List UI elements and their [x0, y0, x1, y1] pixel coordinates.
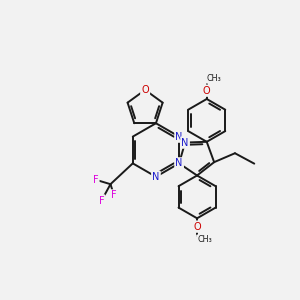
- Text: CH₃: CH₃: [207, 74, 221, 83]
- Text: O: O: [141, 85, 149, 95]
- Text: F: F: [99, 196, 104, 206]
- Text: O: O: [193, 222, 201, 232]
- Text: N: N: [176, 132, 183, 142]
- Text: CH₃: CH₃: [197, 236, 212, 244]
- Text: N: N: [152, 172, 160, 182]
- Text: F: F: [111, 190, 117, 200]
- Text: N: N: [176, 158, 183, 168]
- Text: O: O: [203, 86, 211, 96]
- Text: F: F: [93, 175, 98, 185]
- Text: N: N: [182, 138, 189, 148]
